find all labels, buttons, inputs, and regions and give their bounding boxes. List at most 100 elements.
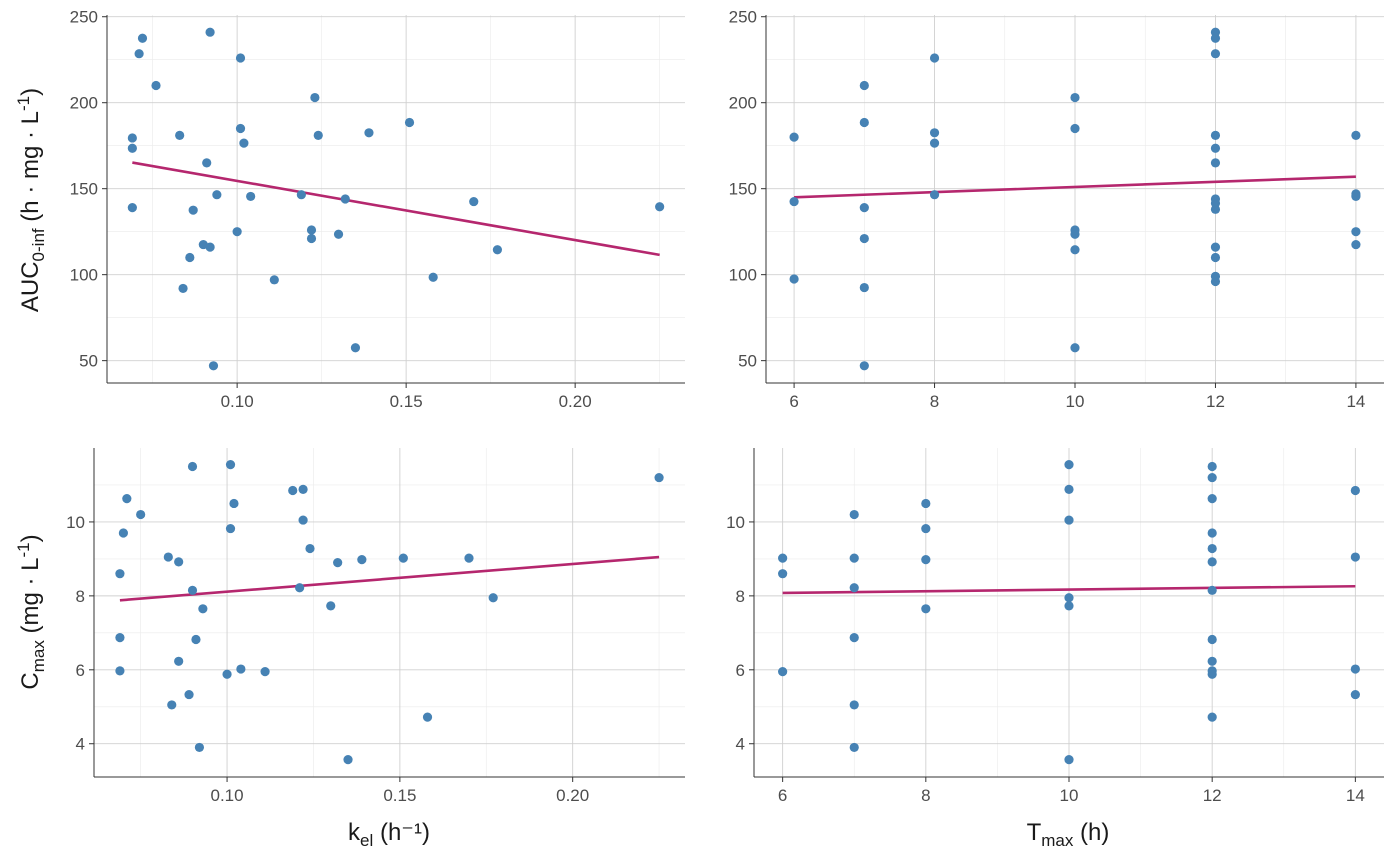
data-point <box>1207 472 1217 483</box>
y-tick-label: 8 <box>76 587 85 606</box>
panel-cmax-vs-tmax: 6 8 10 12 14 4 6 8 10 <box>726 448 1384 805</box>
x-tick-label: 12 <box>1206 392 1225 411</box>
data-point <box>295 583 305 593</box>
data-point <box>127 143 137 153</box>
y-tick-label: 50 <box>738 352 757 371</box>
data-point <box>1207 494 1217 504</box>
data-point <box>1070 123 1080 134</box>
y-tick-label: 8 <box>736 587 745 606</box>
data-point <box>225 460 236 470</box>
data-point <box>1207 585 1217 595</box>
panel-auc-vs-kel: 0.10 0.15 0.20 50 100 150 200 250 <box>70 8 685 411</box>
x-tick-label: 8 <box>930 392 939 411</box>
data-point <box>194 742 205 753</box>
data-point <box>115 569 125 579</box>
data-point <box>305 543 315 554</box>
y-tick-label: 200 <box>729 94 757 113</box>
data-point <box>235 123 246 134</box>
data-point <box>1207 461 1217 472</box>
y-tick-label: 150 <box>70 180 98 199</box>
data-point <box>789 196 799 207</box>
data-point <box>1207 528 1217 538</box>
data-point <box>1064 515 1074 525</box>
data-point <box>1210 130 1221 140</box>
data-point <box>1207 656 1217 666</box>
data-point <box>921 498 931 509</box>
data-point <box>229 498 239 509</box>
data-point <box>184 689 194 700</box>
x-tick-label: 10 <box>1060 786 1079 805</box>
data-point <box>492 245 503 255</box>
regression-line <box>794 175 1356 199</box>
data-point <box>350 343 361 353</box>
data-point <box>225 523 236 534</box>
data-point <box>191 634 201 645</box>
data-point <box>859 202 869 213</box>
data-point <box>343 755 353 765</box>
data-point <box>859 117 869 128</box>
data-point <box>137 33 148 43</box>
data-point <box>921 523 931 534</box>
data-point <box>1210 276 1221 287</box>
data-point <box>306 233 317 244</box>
x-tick-label: 10 <box>1066 392 1085 411</box>
x-tick-label: 14 <box>1346 786 1365 805</box>
data-point <box>357 555 367 565</box>
data-point <box>235 53 246 63</box>
data-point <box>260 667 270 677</box>
data-point <box>151 80 161 91</box>
data-point <box>921 555 931 565</box>
data-point <box>849 633 859 643</box>
data-point <box>921 604 931 614</box>
data-point <box>232 227 242 237</box>
y-axis-title-cmax: Cmax (mg · L-1) <box>14 534 48 689</box>
data-point <box>654 472 664 483</box>
data-point <box>1064 755 1074 765</box>
data-point <box>849 509 859 520</box>
data-point <box>202 158 212 168</box>
data-point <box>122 494 132 504</box>
y-tick-label: 10 <box>726 513 745 532</box>
data-point <box>1207 712 1217 722</box>
data-point <box>404 117 415 128</box>
data-point <box>778 569 788 579</box>
data-point <box>185 252 195 263</box>
panel-cmax-vs-kel: 0.10 0.15 0.20 4 6 8 10 <box>66 448 685 805</box>
data-point <box>127 133 137 143</box>
data-point <box>778 553 788 563</box>
y-tick-label: 100 <box>729 266 757 285</box>
data-point <box>127 202 137 213</box>
data-point <box>222 669 232 679</box>
data-point <box>288 485 298 496</box>
y-tick-label: 6 <box>736 661 745 680</box>
data-point <box>1070 229 1080 239</box>
regression-line <box>132 161 660 257</box>
data-point <box>1350 689 1360 700</box>
data-point <box>246 191 256 202</box>
data-point <box>187 585 198 595</box>
y-tick-label: 150 <box>729 180 757 199</box>
data-point <box>134 49 144 59</box>
data-point <box>859 361 869 371</box>
data-point <box>115 666 125 676</box>
data-point <box>1351 130 1361 140</box>
y-tick-label: 4 <box>76 735 85 754</box>
data-point <box>298 515 308 525</box>
data-point <box>859 282 869 293</box>
x-tick-label: 12 <box>1203 786 1222 805</box>
data-point <box>1210 158 1221 168</box>
regression-line <box>119 555 660 602</box>
data-point <box>464 553 474 563</box>
data-point <box>1070 343 1080 353</box>
y-tick-label: 250 <box>70 8 98 27</box>
data-point <box>422 712 433 722</box>
data-point <box>929 128 940 138</box>
data-point <box>398 553 408 563</box>
x-tick-label: 0.15 <box>390 392 423 411</box>
data-point <box>1064 484 1074 495</box>
data-point <box>789 274 799 284</box>
x-tick-label: 0.20 <box>556 786 589 805</box>
y-tick-label: 100 <box>70 266 98 285</box>
data-point <box>198 604 208 614</box>
y-axis-title-auc: AUC0-inf (h · mg · L-1) <box>14 88 48 312</box>
